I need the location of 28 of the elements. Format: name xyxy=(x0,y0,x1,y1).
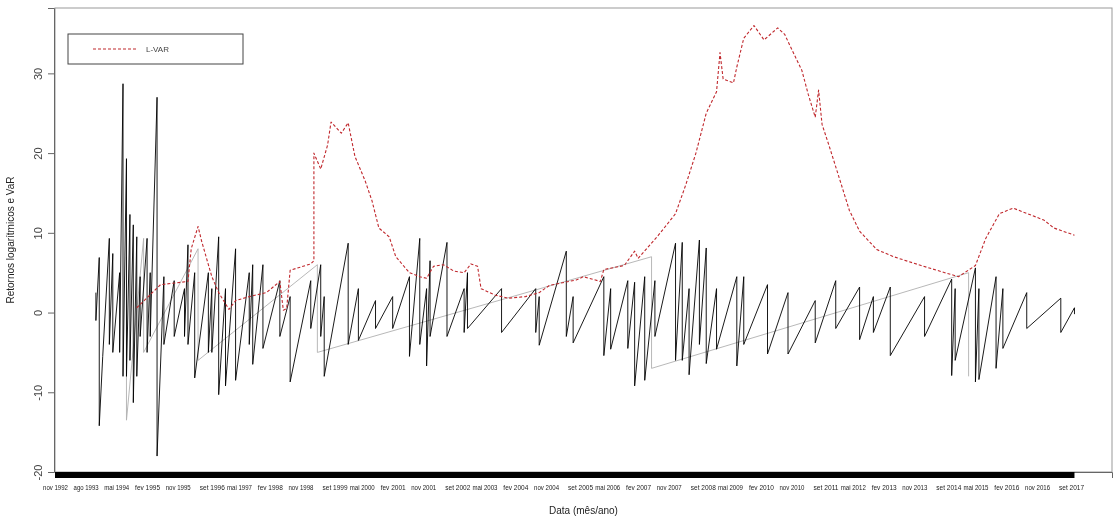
x-tick-label: fev 1998 xyxy=(257,482,289,492)
y-tick-label: -10 xyxy=(32,384,44,401)
x-tick-label: nov 1995 xyxy=(165,482,199,492)
y-tick-label: 0 xyxy=(32,309,44,317)
x-tick-label: fev 2004 xyxy=(503,482,535,492)
x-tick-label: fev 2013 xyxy=(871,482,903,492)
y-tick-label: 10 xyxy=(32,227,44,240)
x-tick-label: fev 2010 xyxy=(748,482,780,492)
y-tick-label: 20 xyxy=(32,147,44,160)
y-axis-title: Retornos logarítmicos e VaR xyxy=(5,176,16,304)
x-tick-label: nov 2016 xyxy=(1025,482,1058,492)
x-tick-label: nov 2007 xyxy=(656,482,690,492)
x-tick-label: fev 2007 xyxy=(626,482,657,492)
x-axis-title: Data (mês/ano) xyxy=(549,505,618,516)
x-tick-label: fev 2016 xyxy=(994,482,1026,492)
text: L-VAR xyxy=(146,45,170,54)
x-tick-label: fev 1995 xyxy=(135,482,166,492)
line-series xyxy=(136,24,1076,311)
x-tick-label: nov 2004 xyxy=(534,482,567,492)
line-series xyxy=(95,83,1075,457)
x-tick-label: fev 2001 xyxy=(380,482,412,492)
x-tick-label: nov 1998 xyxy=(288,482,322,492)
x-tick-label: set 2017 xyxy=(1059,482,1090,492)
y-tick-label: -20 xyxy=(32,464,44,481)
y-tick-label: 30 xyxy=(32,67,44,80)
x-tick-label: nov 2001 xyxy=(411,482,445,492)
x-tick-label: nov 2010 xyxy=(779,482,813,492)
x-tick-label: nov 2013 xyxy=(902,482,936,492)
